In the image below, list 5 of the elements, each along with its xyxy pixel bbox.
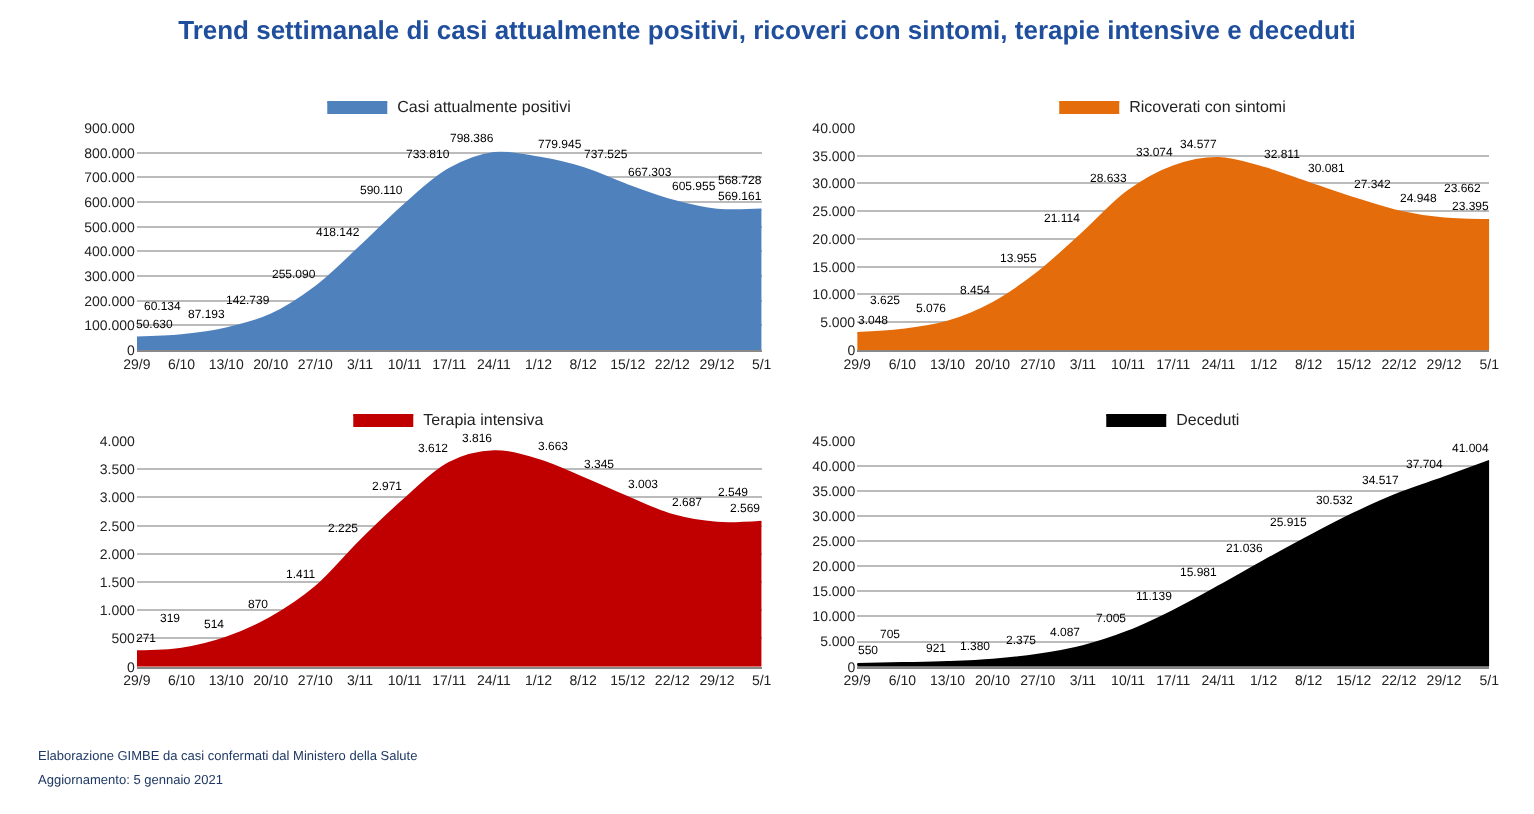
legend-label: Casi attualmente positivi <box>397 98 572 117</box>
legend-label: Ricoverati con sintomi <box>1129 98 1287 117</box>
chart-title: Trend settimanale di casi attualmente positivi, ricoveri con sintomi, terapie intensive e deceduti <box>178 14 1356 45</box>
legend-label: Terapia intensiva <box>423 411 545 430</box>
legend-label: Deceduti <box>1176 411 1240 430</box>
